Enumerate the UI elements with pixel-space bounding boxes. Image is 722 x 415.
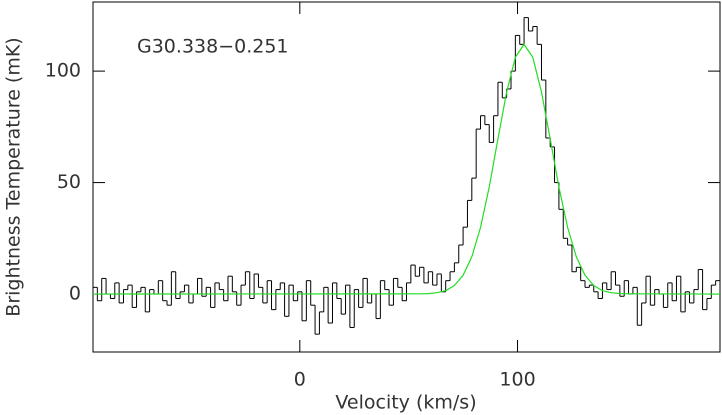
annotation: G30.338−0.251 bbox=[137, 36, 289, 58]
y-tick-label: 0 bbox=[69, 283, 81, 305]
fit-line bbox=[92, 43, 721, 295]
y-tick-label: 50 bbox=[57, 171, 81, 193]
x-axis-label: Velocity (km/s) bbox=[335, 392, 476, 414]
y-axis-label: Brightness Temperature (mK) bbox=[3, 37, 25, 316]
y-tick-label: 100 bbox=[45, 60, 81, 82]
x-tick-label: 100 bbox=[499, 369, 535, 391]
x-tick-label: 0 bbox=[294, 369, 306, 391]
plot-frame bbox=[92, 1, 721, 353]
